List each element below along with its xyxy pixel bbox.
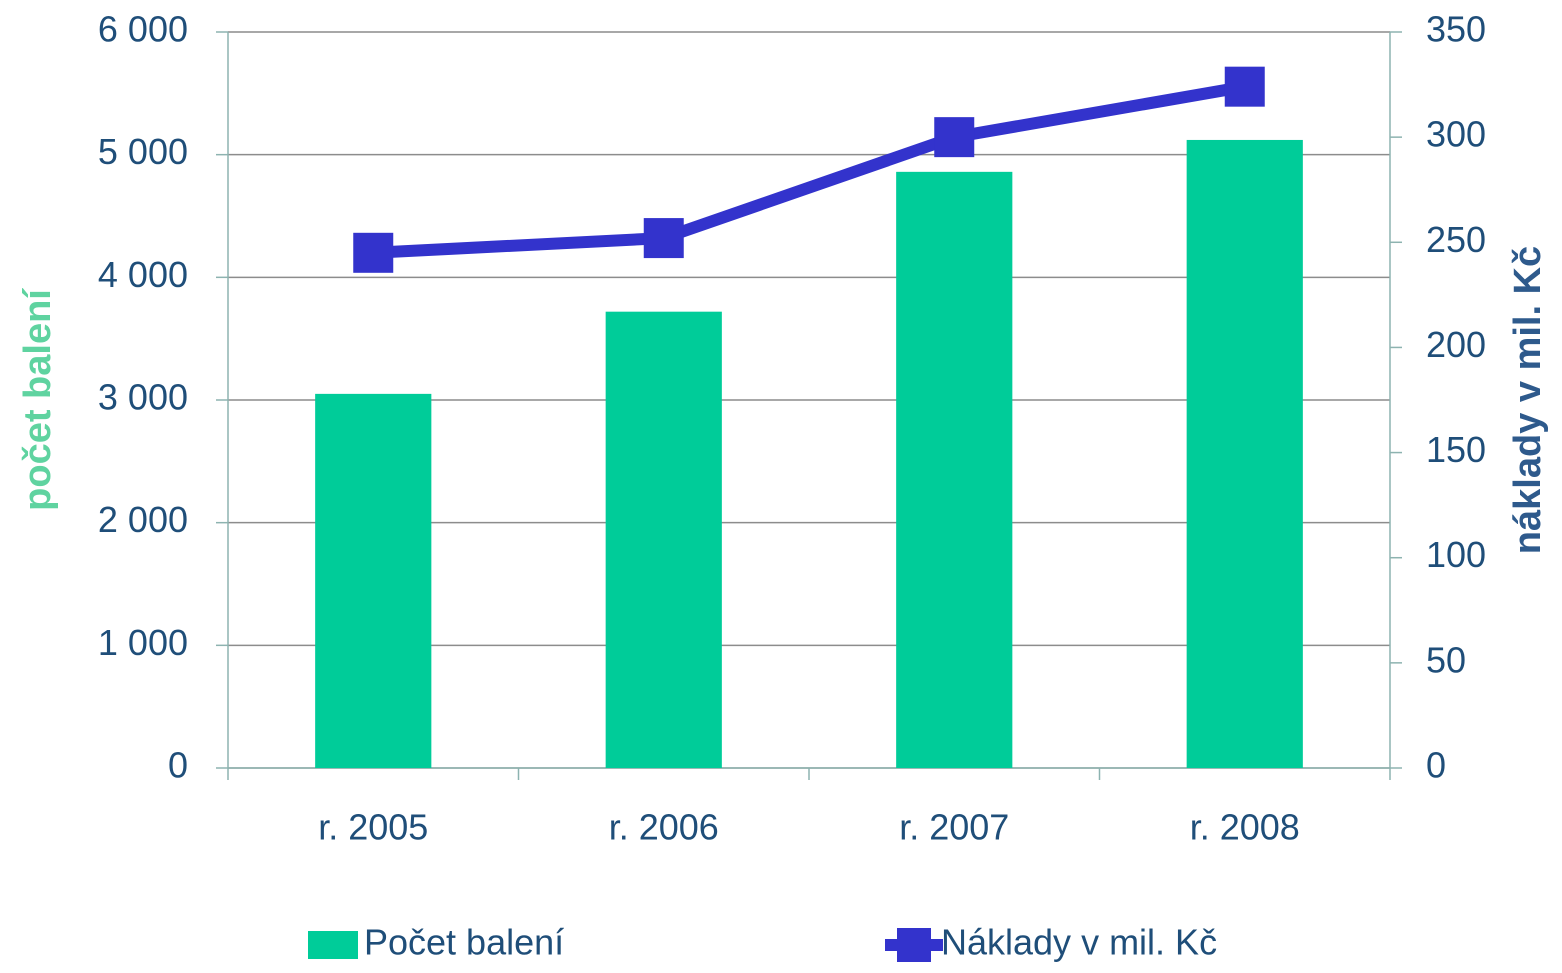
legend-label: Počet balení bbox=[364, 922, 564, 963]
y2-tick-label: 200 bbox=[1426, 324, 1486, 365]
y-tick-label: 6 000 bbox=[98, 9, 188, 50]
y-tick-label: 0 bbox=[168, 745, 188, 786]
line-marker bbox=[934, 117, 975, 158]
line-marker bbox=[353, 232, 394, 273]
y-tick-label: 1 000 bbox=[98, 622, 188, 663]
y2-tick-label: 300 bbox=[1426, 114, 1486, 155]
y2-tick-label: 50 bbox=[1426, 639, 1466, 680]
bar bbox=[1186, 139, 1303, 769]
bar bbox=[605, 311, 722, 768]
bar bbox=[896, 171, 1013, 769]
x-tick-label: r. 2008 bbox=[1190, 807, 1300, 848]
x-tick-label: r. 2006 bbox=[609, 807, 719, 848]
y2-tick-label: 100 bbox=[1426, 534, 1486, 575]
x-tick-label: r. 2005 bbox=[318, 807, 428, 848]
line-marker bbox=[1224, 66, 1265, 107]
y2-tick-label: 150 bbox=[1426, 429, 1486, 470]
line-marker bbox=[643, 218, 684, 259]
legend-swatch bbox=[308, 931, 358, 959]
y-tick-label: 4 000 bbox=[98, 254, 188, 295]
bar bbox=[315, 393, 432, 768]
x-tick-label: r. 2007 bbox=[899, 807, 1009, 848]
y-tick-label: 3 000 bbox=[98, 377, 188, 418]
y2-tick-label: 350 bbox=[1426, 9, 1486, 50]
y-tick-label: 5 000 bbox=[98, 131, 188, 172]
y-axis-title: počet balení bbox=[17, 288, 59, 511]
y-tick-label: 2 000 bbox=[98, 499, 188, 540]
legend-label: Náklady v mil. Kč bbox=[941, 922, 1217, 963]
line bbox=[372, 80, 1246, 259]
legend-swatch bbox=[897, 928, 931, 962]
y2-axis-title: náklady v mil. Kč bbox=[1507, 246, 1549, 554]
y2-tick-label: 0 bbox=[1426, 745, 1446, 786]
y2-tick-label: 250 bbox=[1426, 219, 1486, 260]
